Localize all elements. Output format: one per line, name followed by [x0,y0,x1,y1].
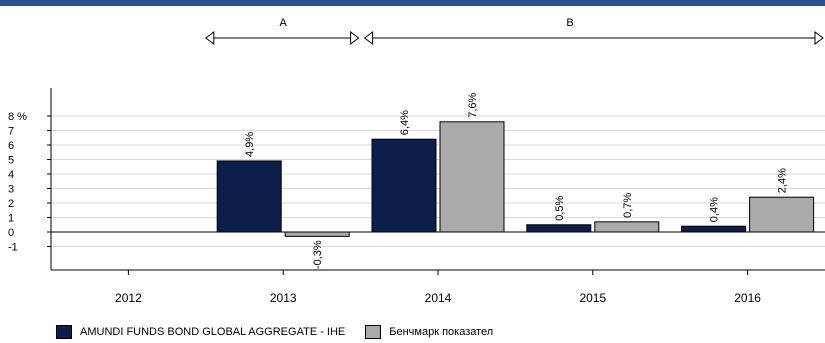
legend-label-benchmark: Бенчмарк показател [389,326,494,338]
y-tick-label: -1 [8,242,18,254]
legend-label-fund: AMUNDI FUNDS BOND GLOBAL AGGREGATE - IHE [80,326,346,338]
x-tick-label: 2015 [579,291,606,305]
y-tick-label: 0 [8,227,14,239]
data-labels: 4,9% 6,4% 0,5% 0,4% -0,3% 7,6% 0,7% 2,4% [244,93,788,270]
bar-benchmark [439,121,505,233]
y-tick-label: 6 [8,140,14,152]
y-tick-label: 3 [8,184,14,196]
x-tick-label: 2016 [734,291,761,305]
bar-benchmark [749,196,815,233]
legend-item-benchmark: Бенчмарк показател [365,325,493,339]
data-label: 2,4% [777,168,789,193]
data-label: 4,9% [244,132,256,157]
y-tick-label: 5 [8,155,14,167]
legend: AMUNDI FUNDS BOND GLOBAL AGGREGATE - IHE… [56,321,513,343]
bar-fund [526,224,592,233]
performance-bar-chart: 8 % 7 6 5 4 3 2 1 0 -1 2012 2013 2014 2015 2016 4,9% 6,… [8,17,825,305]
period-a-label: A [280,17,288,29]
x-tick-label: 2014 [425,291,452,305]
y-tick-label: 4 [8,169,14,181]
data-label: 7,6% [467,93,479,118]
legend-swatch-fund [56,325,72,339]
bar-benchmark [594,221,660,233]
y-tick-label: 2 [8,198,14,210]
legend-item-fund: AMUNDI FUNDS BOND GLOBAL AGGREGATE - IHE [56,325,345,339]
period-b-arrow [363,31,824,45]
bar-fund [371,138,437,233]
data-label: 0,4% [709,197,721,222]
bars [216,121,815,237]
x-tick-label: 2012 [115,291,142,305]
bar-fund [216,160,282,233]
data-label: 6,4% [399,110,411,135]
x-tick-label: 2013 [270,291,297,305]
y-tick-label: 8 % [8,111,27,123]
period-a-arrow [204,31,360,45]
bar-fund [681,225,747,233]
data-label: 0,5% [554,195,566,220]
y-tick-label: 1 [8,213,14,225]
legend-swatch-benchmark [365,325,382,339]
bar-benchmark [284,231,350,237]
grid-lines [51,115,825,247]
data-label: 0,7% [622,193,634,218]
y-tick-label: 7 [8,126,14,138]
period-b-label: B [566,17,573,29]
header-bar [0,0,825,6]
data-label: -0,3% [312,240,324,269]
axes: 8 % 7 6 5 4 3 2 1 0 -1 2012 2013 2014 2015 2016 [8,88,825,305]
